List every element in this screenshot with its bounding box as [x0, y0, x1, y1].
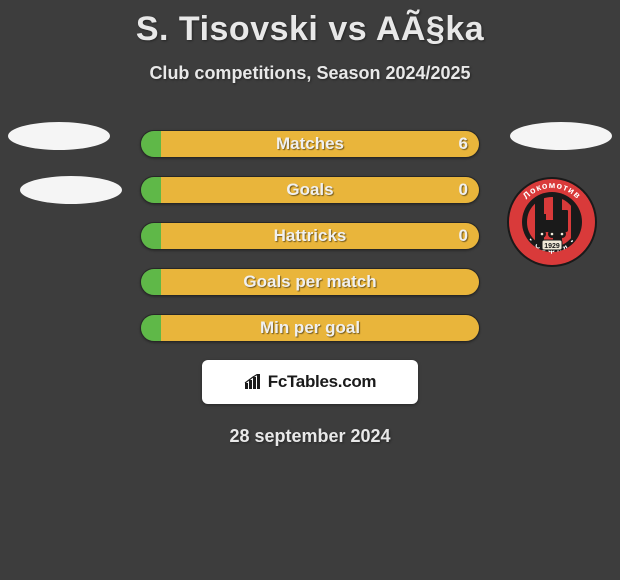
promo-brand-text: FcTables.com: [268, 372, 377, 392]
player-right-badge-placeholder-1: [510, 122, 612, 150]
bar-right-fill: [161, 131, 479, 157]
bar-left-fill: [141, 269, 161, 295]
bars-chart-icon: [244, 374, 264, 390]
bar-bg: [140, 130, 480, 158]
bar-bg: [140, 222, 480, 250]
bar-row-goals-per-match: Goals per match: [140, 268, 480, 296]
player-left-badge-placeholder-2: [20, 176, 122, 204]
bar-row-goals: Goals 0: [140, 176, 480, 204]
date-label: 28 september 2024: [0, 426, 620, 447]
bar-left-fill: [141, 177, 161, 203]
bar-row-hattricks: Hattricks 0: [140, 222, 480, 250]
bar-bg: [140, 314, 480, 342]
promo-banner[interactable]: FcTables.com: [202, 360, 418, 404]
bar-left-fill: [141, 223, 161, 249]
page-title: S. Tisovski vs AÃ§ka: [0, 0, 620, 49]
bar-bg: [140, 176, 480, 204]
bar-right-fill: [161, 223, 479, 249]
player-left-badge-placeholder-1: [8, 122, 110, 150]
club-logo-right: Локомотив • София •: [506, 176, 598, 273]
bar-row-matches: Matches 6: [140, 130, 480, 158]
bar-right-value: 0: [459, 176, 468, 204]
page-subtitle: Club competitions, Season 2024/2025: [0, 63, 620, 84]
bar-right-value: 0: [459, 222, 468, 250]
lokomotiv-sofia-logo-icon: Локомотив • София •: [506, 176, 598, 268]
bar-bg: [140, 268, 480, 296]
promo-brand: FcTables.com: [244, 372, 377, 392]
bar-row-min-per-goal: Min per goal: [140, 314, 480, 342]
bar-right-fill: [161, 177, 479, 203]
bar-right-value: 6: [459, 130, 468, 158]
bar-right-fill: [161, 315, 479, 341]
bar-left-fill: [141, 131, 161, 157]
svg-text:1929: 1929: [544, 243, 560, 250]
stats-card: S. Tisovski vs AÃ§ka Club competitions, …: [0, 0, 620, 447]
bar-left-fill: [141, 315, 161, 341]
stat-bars: Matches 6 Goals 0 Hattricks 0: [140, 130, 480, 342]
bar-right-fill: [161, 269, 479, 295]
